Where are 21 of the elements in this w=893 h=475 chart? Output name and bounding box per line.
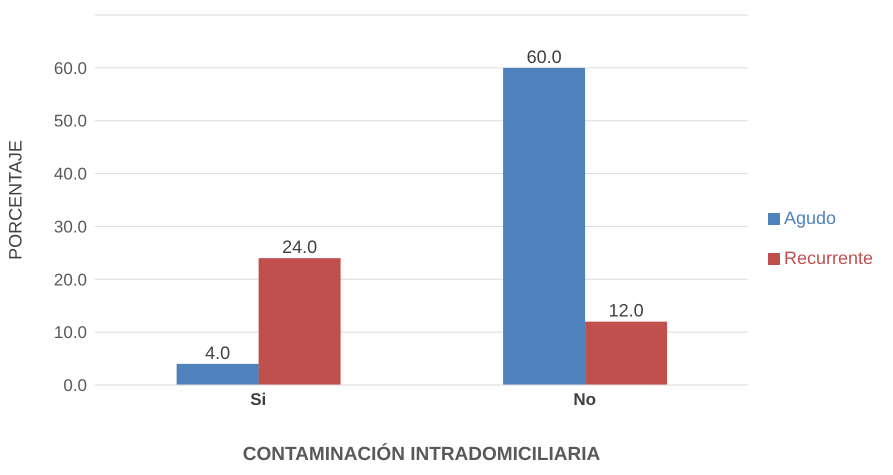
legend-label: Recurrente: [784, 248, 873, 268]
x-tick-label: No: [573, 390, 596, 410]
y-tick-label: 50.0: [54, 112, 87, 131]
bar: [585, 322, 668, 385]
y-tick-label: 60.0: [54, 58, 87, 78]
bar: [258, 258, 341, 385]
y-tick-label: 0.0: [63, 376, 87, 396]
y-tick-label: 20.0: [54, 270, 87, 290]
y-tick-label: 30.0: [54, 217, 87, 236]
bar: [176, 364, 259, 385]
y-axis-title: PORCENTAJE: [5, 140, 26, 260]
data-label: 12.0: [608, 300, 644, 321]
x-tick-label: Si: [250, 390, 266, 410]
data-label: 24.0: [282, 237, 318, 258]
data-label: 4.0: [205, 342, 230, 363]
bar: [503, 68, 586, 385]
y-tick-label: 10.0: [54, 323, 87, 342]
x-axis-title: CONTAMINACIÓN INTRADOMICILIARIA: [242, 443, 600, 465]
legend-label: Agudo: [784, 208, 836, 228]
y-tick-label: 40.0: [54, 164, 87, 184]
data-label: 60.0: [526, 46, 562, 67]
